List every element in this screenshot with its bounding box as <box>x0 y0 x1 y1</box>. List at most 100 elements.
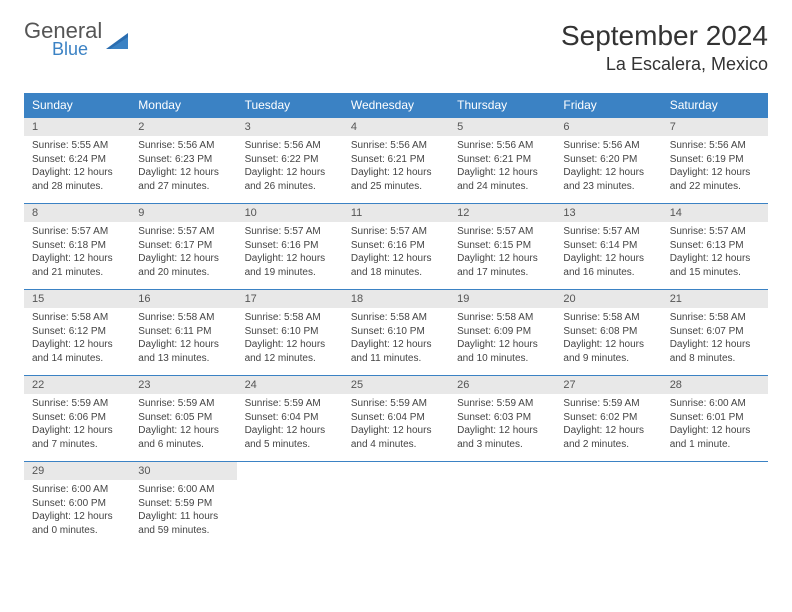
day-cell: 28Sunrise: 6:00 AMSunset: 6:01 PMDayligh… <box>662 376 768 462</box>
day-cell: 25Sunrise: 5:59 AMSunset: 6:04 PMDayligh… <box>343 376 449 462</box>
day-cell: 14Sunrise: 5:57 AMSunset: 6:13 PMDayligh… <box>662 204 768 290</box>
day-content: Sunrise: 5:58 AMSunset: 6:09 PMDaylight:… <box>449 308 555 375</box>
day-content: Sunrise: 5:56 AMSunset: 6:20 PMDaylight:… <box>555 136 661 203</box>
day-cell: 18Sunrise: 5:58 AMSunset: 6:10 PMDayligh… <box>343 290 449 376</box>
day-number: 2 <box>130 118 236 136</box>
day-number: 11 <box>343 204 449 222</box>
day-number: 28 <box>662 376 768 394</box>
day-number: 15 <box>24 290 130 308</box>
day-number: 9 <box>130 204 236 222</box>
day-number: 12 <box>449 204 555 222</box>
day-number: 19 <box>449 290 555 308</box>
week-row: 1Sunrise: 5:55 AMSunset: 6:24 PMDaylight… <box>24 118 768 204</box>
day-content: Sunrise: 5:58 AMSunset: 6:07 PMDaylight:… <box>662 308 768 375</box>
week-row: 22Sunrise: 5:59 AMSunset: 6:06 PMDayligh… <box>24 376 768 462</box>
day-cell <box>662 462 768 548</box>
logo: General Blue <box>24 20 132 58</box>
week-row: 15Sunrise: 5:58 AMSunset: 6:12 PMDayligh… <box>24 290 768 376</box>
day-content: Sunrise: 5:56 AMSunset: 6:19 PMDaylight:… <box>662 136 768 203</box>
title-block: September 2024 La Escalera, Mexico <box>561 20 768 75</box>
day-cell <box>237 462 343 548</box>
day-cell: 10Sunrise: 5:57 AMSunset: 6:16 PMDayligh… <box>237 204 343 290</box>
day-header: Saturday <box>662 93 768 118</box>
day-cell: 16Sunrise: 5:58 AMSunset: 6:11 PMDayligh… <box>130 290 236 376</box>
day-number: 24 <box>237 376 343 394</box>
day-content: Sunrise: 5:59 AMSunset: 6:05 PMDaylight:… <box>130 394 236 461</box>
day-content: Sunrise: 5:59 AMSunset: 6:06 PMDaylight:… <box>24 394 130 461</box>
day-content: Sunrise: 5:57 AMSunset: 6:18 PMDaylight:… <box>24 222 130 289</box>
day-number: 16 <box>130 290 236 308</box>
day-cell: 7Sunrise: 5:56 AMSunset: 6:19 PMDaylight… <box>662 118 768 204</box>
day-content: Sunrise: 5:56 AMSunset: 6:23 PMDaylight:… <box>130 136 236 203</box>
month-title: September 2024 <box>561 20 768 52</box>
day-cell: 20Sunrise: 5:58 AMSunset: 6:08 PMDayligh… <box>555 290 661 376</box>
day-cell: 11Sunrise: 5:57 AMSunset: 6:16 PMDayligh… <box>343 204 449 290</box>
day-content: Sunrise: 5:58 AMSunset: 6:08 PMDaylight:… <box>555 308 661 375</box>
day-cell: 9Sunrise: 5:57 AMSunset: 6:17 PMDaylight… <box>130 204 236 290</box>
day-cell <box>343 462 449 548</box>
day-number: 29 <box>24 462 130 480</box>
day-cell: 1Sunrise: 5:55 AMSunset: 6:24 PMDaylight… <box>24 118 130 204</box>
day-cell: 17Sunrise: 5:58 AMSunset: 6:10 PMDayligh… <box>237 290 343 376</box>
day-cell: 12Sunrise: 5:57 AMSunset: 6:15 PMDayligh… <box>449 204 555 290</box>
day-number: 1 <box>24 118 130 136</box>
day-header: Friday <box>555 93 661 118</box>
week-row: 29Sunrise: 6:00 AMSunset: 6:00 PMDayligh… <box>24 462 768 548</box>
day-cell: 21Sunrise: 5:58 AMSunset: 6:07 PMDayligh… <box>662 290 768 376</box>
day-content: Sunrise: 5:57 AMSunset: 6:14 PMDaylight:… <box>555 222 661 289</box>
day-cell: 5Sunrise: 5:56 AMSunset: 6:21 PMDaylight… <box>449 118 555 204</box>
day-number: 18 <box>343 290 449 308</box>
day-number: 23 <box>130 376 236 394</box>
day-header: Wednesday <box>343 93 449 118</box>
day-number: 21 <box>662 290 768 308</box>
day-number: 17 <box>237 290 343 308</box>
day-cell: 23Sunrise: 5:59 AMSunset: 6:05 PMDayligh… <box>130 376 236 462</box>
day-content: Sunrise: 5:55 AMSunset: 6:24 PMDaylight:… <box>24 136 130 203</box>
day-header: Monday <box>130 93 236 118</box>
day-content: Sunrise: 6:00 AMSunset: 6:01 PMDaylight:… <box>662 394 768 461</box>
day-cell: 3Sunrise: 5:56 AMSunset: 6:22 PMDaylight… <box>237 118 343 204</box>
day-number: 6 <box>555 118 661 136</box>
day-cell: 30Sunrise: 6:00 AMSunset: 5:59 PMDayligh… <box>130 462 236 548</box>
day-cell: 13Sunrise: 5:57 AMSunset: 6:14 PMDayligh… <box>555 204 661 290</box>
day-cell: 8Sunrise: 5:57 AMSunset: 6:18 PMDaylight… <box>24 204 130 290</box>
day-header-row: SundayMondayTuesdayWednesdayThursdayFrid… <box>24 93 768 118</box>
day-content: Sunrise: 6:00 AMSunset: 6:00 PMDaylight:… <box>24 480 130 547</box>
day-cell: 24Sunrise: 5:59 AMSunset: 6:04 PMDayligh… <box>237 376 343 462</box>
day-number: 27 <box>555 376 661 394</box>
day-content: Sunrise: 6:00 AMSunset: 5:59 PMDaylight:… <box>130 480 236 547</box>
day-content: Sunrise: 5:58 AMSunset: 6:10 PMDaylight:… <box>237 308 343 375</box>
day-cell: 2Sunrise: 5:56 AMSunset: 6:23 PMDaylight… <box>130 118 236 204</box>
day-cell: 29Sunrise: 6:00 AMSunset: 6:00 PMDayligh… <box>24 462 130 548</box>
day-content: Sunrise: 5:59 AMSunset: 6:04 PMDaylight:… <box>237 394 343 461</box>
day-content: Sunrise: 5:58 AMSunset: 6:12 PMDaylight:… <box>24 308 130 375</box>
day-cell <box>449 462 555 548</box>
day-number: 14 <box>662 204 768 222</box>
day-content: Sunrise: 5:56 AMSunset: 6:21 PMDaylight:… <box>343 136 449 203</box>
day-number: 7 <box>662 118 768 136</box>
logo-triangle-icon <box>106 31 132 51</box>
day-content: Sunrise: 5:58 AMSunset: 6:10 PMDaylight:… <box>343 308 449 375</box>
day-number: 4 <box>343 118 449 136</box>
calendar-table: SundayMondayTuesdayWednesdayThursdayFrid… <box>24 93 768 547</box>
day-number: 5 <box>449 118 555 136</box>
day-number: 20 <box>555 290 661 308</box>
day-cell: 6Sunrise: 5:56 AMSunset: 6:20 PMDaylight… <box>555 118 661 204</box>
day-number: 25 <box>343 376 449 394</box>
day-content: Sunrise: 5:57 AMSunset: 6:13 PMDaylight:… <box>662 222 768 289</box>
day-cell: 22Sunrise: 5:59 AMSunset: 6:06 PMDayligh… <box>24 376 130 462</box>
day-cell: 27Sunrise: 5:59 AMSunset: 6:02 PMDayligh… <box>555 376 661 462</box>
week-row: 8Sunrise: 5:57 AMSunset: 6:18 PMDaylight… <box>24 204 768 290</box>
location-text: La Escalera, Mexico <box>561 54 768 75</box>
day-number: 13 <box>555 204 661 222</box>
day-number: 10 <box>237 204 343 222</box>
day-number: 3 <box>237 118 343 136</box>
day-cell: 19Sunrise: 5:58 AMSunset: 6:09 PMDayligh… <box>449 290 555 376</box>
logo-text: General Blue <box>24 20 102 58</box>
day-content: Sunrise: 5:59 AMSunset: 6:03 PMDaylight:… <box>449 394 555 461</box>
day-number: 8 <box>24 204 130 222</box>
day-header: Sunday <box>24 93 130 118</box>
day-cell: 4Sunrise: 5:56 AMSunset: 6:21 PMDaylight… <box>343 118 449 204</box>
day-number: 30 <box>130 462 236 480</box>
day-content: Sunrise: 5:57 AMSunset: 6:16 PMDaylight:… <box>237 222 343 289</box>
